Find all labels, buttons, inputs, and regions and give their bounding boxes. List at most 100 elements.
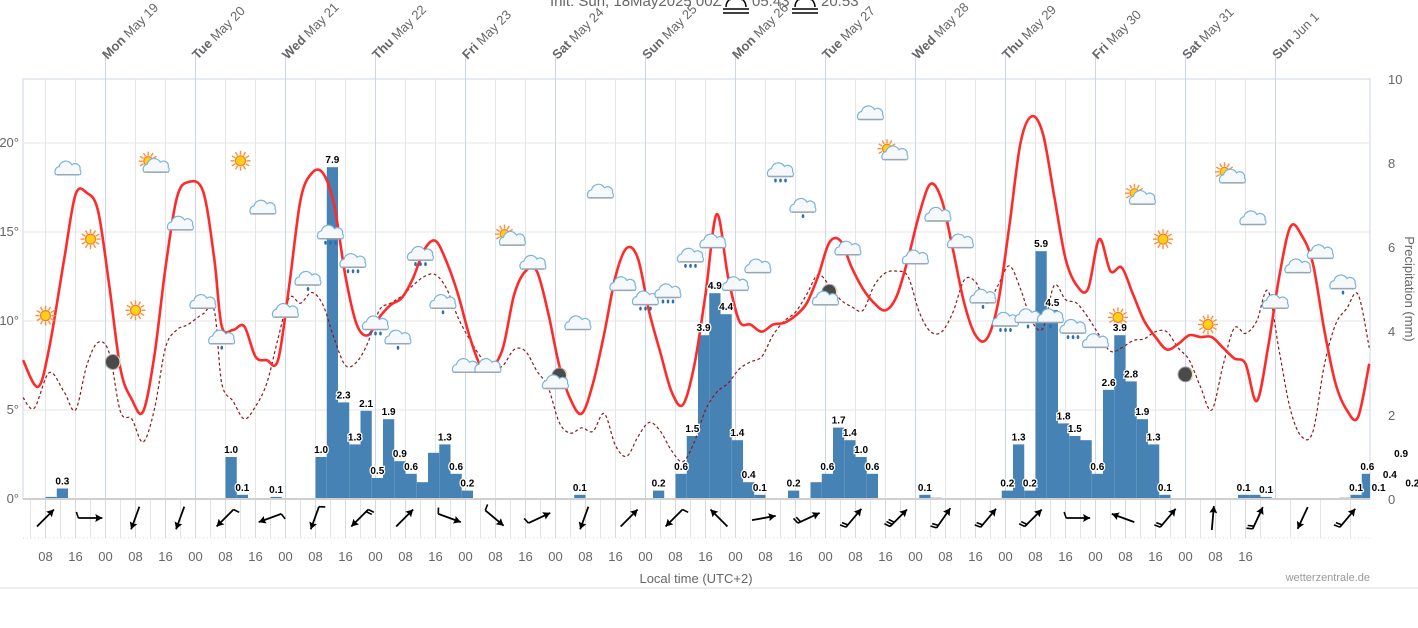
day-label-date: May 30: [1101, 7, 1144, 50]
rain-drop: [329, 240, 332, 245]
x-tick-label: 08: [38, 549, 52, 564]
cloud-icon: [721, 276, 749, 292]
precip-bar: [45, 496, 57, 499]
precip-bar: [821, 473, 833, 499]
rain-drop: [1004, 328, 1007, 332]
x-tick-label: 08: [848, 549, 862, 564]
precip-bar: [461, 490, 473, 499]
rain-drop: [801, 214, 805, 219]
wind-arrowhead: [495, 518, 504, 526]
precip-bar: [1148, 444, 1160, 499]
wind-barb-icon: [36, 508, 55, 528]
sun-ray: [36, 310, 41, 314]
precip-label: 5.9: [1034, 239, 1048, 250]
precip-bar: [371, 478, 383, 499]
sun-ray: [1212, 318, 1218, 323]
cloud-shape: [721, 276, 749, 291]
sun-disc: [234, 155, 247, 167]
sun-cloud-icon: [495, 224, 526, 246]
rain-drop: [1066, 335, 1070, 340]
sun-ray: [150, 152, 154, 157]
wind-feather: [884, 522, 891, 528]
day-label: Tue May 20: [189, 3, 248, 62]
axes: 0° 5° 10° 15° 20° 0 2 4 6 8 10 Precipitation (mm) 08…: [0, 72, 1417, 564]
sunset-time: 20:53: [821, 0, 859, 10]
wind-barb-row: [36, 504, 1356, 531]
precip-bar: [428, 452, 440, 499]
rain-drop: [694, 263, 697, 268]
rain-drop: [414, 262, 417, 267]
precip-bar: [383, 419, 395, 499]
x-tick-label: 00: [188, 549, 202, 564]
y-left-tick-label: 15°: [0, 224, 19, 239]
precip-bar: [1159, 494, 1171, 499]
y-right-tick-label: 4: [1388, 324, 1395, 339]
wind-arrowhead: [1296, 520, 1305, 529]
cloud-shape: [586, 183, 614, 199]
cloud-shape: [249, 199, 277, 215]
sun-ray: [126, 304, 131, 308]
precip-bar: [866, 473, 878, 499]
cloud-icon: [901, 249, 929, 265]
wind-arrowhead: [988, 508, 997, 517]
day-label: Fri May 30: [1089, 7, 1144, 62]
precip-bar: [1361, 473, 1370, 499]
cloud-shape: [631, 290, 659, 306]
wind-arrowhead: [351, 518, 360, 527]
wind-barb-icon: [75, 511, 103, 522]
x-tick-label: 08: [578, 549, 592, 564]
cloud-rain-light-icon: [789, 197, 817, 219]
sun-ray: [242, 165, 247, 170]
credit-link[interactable]: wetterzentrale.de: [1285, 572, 1370, 584]
cloud-shape: [166, 215, 194, 231]
day-label-date: Jun 1: [1286, 9, 1322, 45]
precip-label: 0.2: [652, 479, 666, 490]
wind-feather: [1154, 524, 1161, 528]
day-label-date: May 21: [298, 0, 341, 43]
y-left-tick-label: 0°: [7, 491, 19, 506]
cloud-rain-light-icon: [969, 288, 997, 309]
precip-bar: [675, 473, 687, 499]
rain-drop: [369, 331, 372, 336]
precip-bar: [833, 427, 845, 499]
cloud-shape: [316, 224, 344, 240]
precip-label: 0.1: [1158, 483, 1172, 494]
cloud-rain-icon: [766, 162, 794, 183]
sun-ray: [126, 312, 131, 316]
sun-ray: [881, 140, 885, 145]
x-tick-label: 16: [1058, 549, 1072, 564]
cloud-shape: [901, 249, 929, 265]
wind-barb-icon: [437, 507, 462, 524]
y-left-tick-label: 10°: [0, 313, 19, 328]
cloud-icon: [189, 294, 217, 309]
cloud-shape: [1261, 294, 1289, 309]
wind-arrowhead: [1033, 509, 1042, 518]
moon-crescent: [1187, 368, 1194, 381]
wind-arrowhead: [129, 521, 138, 530]
cloud-shape: [541, 374, 569, 390]
cloud-shape: [1284, 258, 1312, 274]
x-tick-label: 16: [788, 549, 802, 564]
cloud-shape: [406, 245, 434, 261]
cloud-icon: [166, 215, 194, 231]
precip-label: 1.9: [1135, 407, 1149, 418]
sun-ray: [36, 318, 41, 322]
precip-label: 1.0: [314, 445, 328, 456]
wind-barb-icon: [174, 506, 186, 530]
sun-ray: [1108, 311, 1114, 316]
cloud-shape: [699, 233, 727, 249]
wind-arrowhead: [943, 508, 951, 517]
sun-ray: [47, 320, 52, 325]
cloud-rain-icon: [654, 283, 682, 304]
cloud-icon: [1081, 333, 1109, 349]
cloud-shape: [811, 290, 839, 306]
x-tick-label: 00: [1178, 549, 1192, 564]
cloud-rain-light-icon: [208, 329, 236, 350]
wind-arrowhead: [1347, 508, 1356, 517]
cloud-shape: [924, 206, 952, 222]
wind-barb-icon: [1209, 505, 1218, 531]
wind-barb-icon: [1296, 506, 1309, 530]
precip-label: 0.4: [742, 470, 756, 481]
wind-feather: [484, 504, 489, 511]
precip-label: 0.1: [1259, 485, 1273, 496]
